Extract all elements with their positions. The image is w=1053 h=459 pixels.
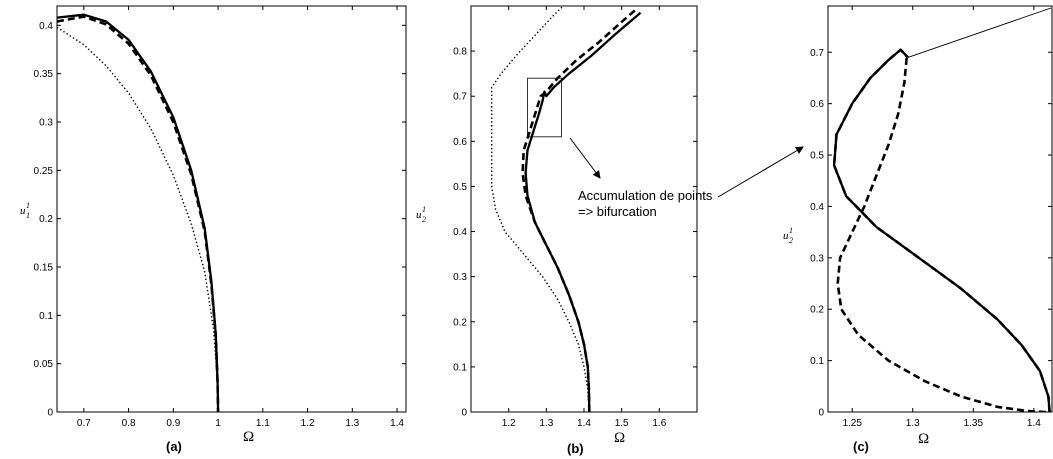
- zoom-connector-line: [907, 7, 1052, 58]
- panel-label: (a): [166, 439, 182, 454]
- zoom-box: [527, 77, 562, 138]
- y-tick-label: 0.2: [453, 317, 467, 328]
- x-tick-label: 1.1: [256, 418, 270, 429]
- series-line-solid: [57, 13, 220, 412]
- y-tick-label: 0.1: [453, 362, 467, 373]
- y-tick-label: 0.8: [453, 47, 467, 58]
- x-tick-label: 1.25: [842, 418, 862, 429]
- series-line-solid: [832, 48, 1051, 412]
- y-tick-label: 0: [818, 408, 824, 419]
- panel-label: (c): [853, 439, 869, 454]
- chart-panel-b: 1.2 1.3 1.4 1.5 1.6 0 0.1 0.2 0.3 0.4 0.5 0.6 0.7 0.8…: [416, 5, 698, 456]
- plot-frame: [56, 5, 407, 413]
- y-axis-label-sub: 2: [789, 236, 793, 245]
- y-tick-label: 0.3: [39, 118, 53, 129]
- y-axis-label-sub: 2: [422, 215, 426, 224]
- x-tick-label: 1.4: [1027, 418, 1041, 429]
- y-axis-label: u: [416, 209, 422, 221]
- annotation-line-2: => bifurcation: [578, 204, 657, 219]
- y-tick-label: 0.4: [453, 227, 467, 238]
- x-axis-label: Ω: [918, 431, 929, 447]
- y-tick-label: 0.1: [39, 311, 53, 322]
- series-line-dotted: [491, 6, 590, 412]
- series-line-dashed: [832, 48, 1051, 412]
- y-tick-label: 0.4: [39, 21, 53, 32]
- x-tick-label: 0.9: [166, 418, 180, 429]
- x-tick-label: 1.35: [964, 418, 984, 429]
- series-line-dotted: [57, 26, 219, 412]
- y-tick-label: 0.25: [34, 166, 54, 177]
- annotation-line-1: Accumulation de points: [578, 188, 713, 203]
- y-tick-label: 0.5: [810, 151, 824, 162]
- y-tick-label: 0.7: [810, 48, 824, 59]
- x-tick-label: 1.3: [906, 418, 920, 429]
- y-axis-label-sup: 1: [789, 226, 793, 235]
- x-tick-label: 1.2: [502, 418, 516, 429]
- y-tick-label: 0.05: [34, 359, 54, 370]
- x-axis-label: Ω: [243, 429, 254, 445]
- y-axis-label: u: [20, 205, 26, 217]
- y-tick-label: 0.35: [34, 69, 54, 80]
- y-tick-label: 0.15: [34, 263, 54, 274]
- chart-panel-c: 1.25 1.3 1.35 1.4 0 0.1 0.2 0.3 0.4 0.5 0.6 0.7 (c) Ω…: [783, 5, 1053, 454]
- x-tick-label: 1.5: [615, 418, 629, 429]
- y-tick-label: 0.3: [810, 253, 824, 264]
- annotation: Accumulation de points => bifurcation: [527, 7, 1052, 219]
- x-tick-label: 1: [215, 418, 221, 429]
- y-tick-label: 0.3: [453, 272, 467, 283]
- y-tick-label: 0: [461, 408, 467, 419]
- x-axis-label: Ω: [614, 430, 625, 446]
- x-tick-label: 0.8: [122, 418, 136, 429]
- series-group: [57, 13, 220, 412]
- y-axis-label-sub: 1: [26, 211, 30, 220]
- y-tick-label: 0.6: [810, 99, 824, 110]
- x-tick-label: 1.6: [652, 418, 666, 429]
- y-tick-label: 0.4: [810, 202, 824, 213]
- y-axis-label-sup: 1: [26, 201, 30, 210]
- y-axis-label: u: [783, 230, 789, 242]
- y-tick-label: 0.7: [453, 92, 467, 103]
- x-tick-label: 1.3: [345, 418, 359, 429]
- x-tick-label: 1.4: [390, 418, 404, 429]
- arrow-to-panel-c: [717, 146, 804, 198]
- chart-panel-a: 0.7 0.8 0.9 1 1.1 1.2 1.3 1.4 0 0.05 0.1 0.15 0.2 0.2…: [20, 5, 407, 454]
- plot-frame: [827, 5, 1053, 413]
- y-tick-label: 0.1: [810, 356, 824, 367]
- x-tick-label: 1.2: [301, 418, 315, 429]
- series-line-dashed: [836, 57, 1046, 412]
- y-tick-label: 0.2: [810, 305, 824, 316]
- series-line-dashed: [57, 15, 220, 412]
- series-group: [832, 48, 1051, 412]
- y-tick-label: 0.2: [39, 214, 53, 225]
- y-tick-label: 0.5: [453, 182, 467, 193]
- x-tick-label: 0.7: [77, 418, 91, 429]
- panel-label: (b): [567, 441, 584, 456]
- x-tick-label: 1.4: [577, 418, 591, 429]
- y-tick-label: 0: [47, 408, 53, 419]
- x-tick-label: 1.3: [539, 418, 553, 429]
- y-axis-label-sup: 1: [422, 205, 426, 214]
- y-tick-label: 0.6: [453, 137, 467, 148]
- arrow-to-label: [569, 137, 601, 179]
